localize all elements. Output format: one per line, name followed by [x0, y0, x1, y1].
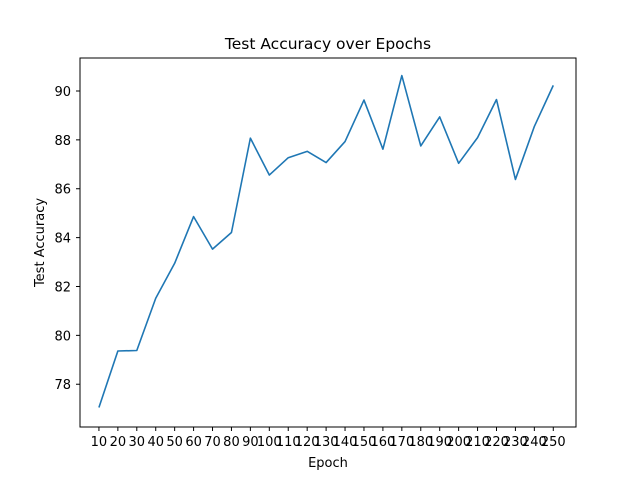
x-axis-label: Epoch — [308, 456, 348, 471]
y-tick-label: 78 — [54, 378, 71, 393]
x-tick-label: 140 — [333, 435, 358, 450]
x-tick-label: 190 — [427, 435, 452, 450]
x-tick-label: 180 — [408, 435, 433, 450]
y-tick-label: 88 — [54, 134, 71, 149]
x-tick-label: 150 — [352, 435, 377, 450]
x-tick-label: 170 — [389, 435, 414, 450]
x-tick-label: 160 — [370, 435, 395, 450]
x-tick-label: 80 — [223, 435, 240, 450]
plot-area — [98, 74, 555, 408]
x-tick-label: 130 — [314, 435, 339, 450]
x-tick-label: 120 — [295, 435, 320, 450]
y-tick-label: 82 — [54, 280, 71, 295]
x-tick-label: 20 — [110, 435, 127, 450]
accuracy-series-line — [98, 74, 555, 408]
y-tick-label: 84 — [54, 232, 71, 247]
x-tick-label: 10 — [91, 435, 108, 450]
x-tick-label: 60 — [185, 435, 202, 450]
x-tick-label: 220 — [484, 435, 509, 450]
x-tick-label: 250 — [541, 435, 566, 450]
x-tick-label: 90 — [242, 435, 259, 450]
plot-frame — [79, 57, 577, 428]
y-tick-label: 80 — [54, 329, 71, 344]
x-tick-label: 40 — [147, 435, 164, 450]
x-tick-label: 50 — [166, 435, 183, 450]
x-tick-label: 30 — [129, 435, 146, 450]
x-tick-label: 70 — [204, 435, 221, 450]
y-axis-label: Test Accuracy — [33, 198, 48, 288]
x-axis-ticks: 10 20 30 40 50 60 70 80 901001101201301401501601… — [91, 427, 566, 450]
x-tick-label: 200 — [446, 435, 471, 450]
chart-title: Test Accuracy over Epochs — [224, 35, 431, 53]
y-tick-label: 86 — [54, 183, 71, 198]
x-tick-label: 240 — [522, 435, 547, 450]
y-axis-ticks: 78 80 82 84 86 88 90 — [54, 85, 80, 393]
x-tick-label: 210 — [465, 435, 490, 450]
x-tick-label: 100 — [257, 435, 282, 450]
y-tick-label: 90 — [54, 85, 71, 100]
x-tick-label: 110 — [276, 435, 301, 450]
x-tick-label: 230 — [503, 435, 528, 450]
